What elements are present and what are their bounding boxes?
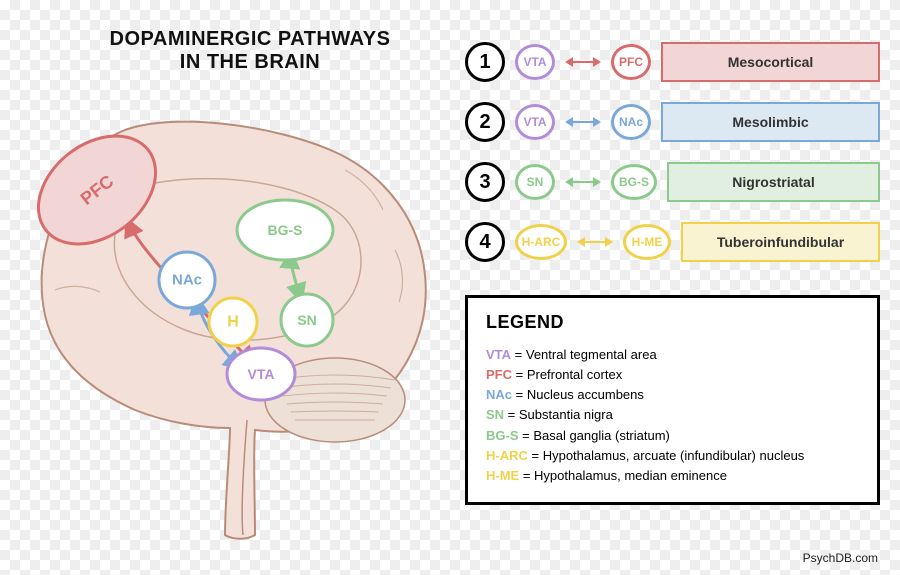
pathway-row: 4 H-ARC H-ME Tuberoinfundibular bbox=[465, 220, 880, 264]
legend-abbr: SN bbox=[486, 407, 504, 422]
legend-row: BG-S = Basal ganglia (striatum) bbox=[486, 426, 859, 446]
pathway-name-label: Nigrostriatal bbox=[667, 162, 880, 202]
legend-abbr: NAc bbox=[486, 387, 512, 402]
brain-svg: PFCBG-SNAcHSNVTA bbox=[15, 70, 445, 550]
legend-full: = Prefrontal cortex bbox=[512, 367, 622, 382]
credit-text: PsychDB.com bbox=[803, 551, 878, 565]
legend-abbr: PFC bbox=[486, 367, 512, 382]
pathway-list: 1 VTA PFC Mesocortical 2 VTA NAc Mesolimbic 3S… bbox=[465, 40, 880, 280]
legend-row: VTA = Ventral tegmental area bbox=[486, 345, 859, 365]
pathway-to-node: NAc bbox=[611, 104, 651, 140]
legend-full: = Basal ganglia (striatum) bbox=[519, 428, 670, 443]
legend-full: = Nucleus accumbens bbox=[512, 387, 644, 402]
bidirectional-arrow-icon bbox=[577, 237, 613, 247]
pathway-number: 4 bbox=[465, 222, 505, 262]
legend-row: NAc = Nucleus accumbens bbox=[486, 385, 859, 405]
pathway-name-label: Mesolimbic bbox=[661, 102, 880, 142]
pathway-number: 1 bbox=[465, 42, 505, 82]
legend-rows: VTA = Ventral tegmental areaPFC = Prefro… bbox=[486, 345, 859, 486]
pathway-from-node: VTA bbox=[515, 104, 555, 140]
pathway-to-node: PFC bbox=[611, 44, 651, 80]
bidirectional-arrow-icon bbox=[565, 177, 601, 187]
legend-row: PFC = Prefrontal cortex bbox=[486, 365, 859, 385]
legend-abbr: BG-S bbox=[486, 428, 519, 443]
pathway-row: 3 SN BG-S Nigrostriatal bbox=[465, 160, 880, 204]
brain-diagram: PFCBG-SNAcHSNVTA bbox=[15, 70, 445, 550]
legend-box: LEGEND VTA = Ventral tegmental areaPFC =… bbox=[465, 295, 880, 505]
legend-row: H-ARC = Hypothalamus, arcuate (infundibu… bbox=[486, 446, 859, 466]
legend-full: = Hypothalamus, arcuate (infundibular) n… bbox=[528, 448, 804, 463]
legend-full: = Substantia nigra bbox=[504, 407, 613, 422]
svg-text:SN: SN bbox=[297, 312, 316, 328]
pathway-from-node: SN bbox=[515, 164, 555, 200]
legend-title: LEGEND bbox=[486, 312, 859, 333]
bidirectional-arrow-icon bbox=[565, 117, 601, 127]
pathway-to-node: H-ME bbox=[623, 224, 671, 260]
svg-text:NAc: NAc bbox=[172, 272, 202, 289]
pathway-row: 1 VTA PFC Mesocortical bbox=[465, 40, 880, 84]
legend-row: SN = Substantia nigra bbox=[486, 405, 859, 425]
pathway-number: 2 bbox=[465, 102, 505, 142]
bidirectional-arrow-icon bbox=[565, 57, 601, 67]
legend-abbr: H-ME bbox=[486, 468, 519, 483]
pathway-to-node: BG-S bbox=[611, 164, 657, 200]
pathway-name-label: Mesocortical bbox=[661, 42, 880, 82]
pathway-name-label: Tuberoinfundibular bbox=[681, 222, 880, 262]
pathway-from-node: H-ARC bbox=[515, 224, 567, 260]
legend-abbr: H-ARC bbox=[486, 448, 528, 463]
legend-abbr: VTA bbox=[486, 347, 511, 362]
pathway-row: 2 VTA NAc Mesolimbic bbox=[465, 100, 880, 144]
legend-row: H-ME = Hypothalamus, median eminence bbox=[486, 466, 859, 486]
diagram-title: DOPAMINERGIC PATHWAYS IN THE BRAIN bbox=[90, 28, 410, 74]
svg-text:H: H bbox=[227, 314, 239, 331]
pathway-number: 3 bbox=[465, 162, 505, 202]
legend-full: = Ventral tegmental area bbox=[511, 347, 657, 362]
pathway-from-node: VTA bbox=[515, 44, 555, 80]
legend-full: = Hypothalamus, median eminence bbox=[519, 468, 727, 483]
title-line1: DOPAMINERGIC PATHWAYS bbox=[110, 28, 391, 50]
svg-text:BG-S: BG-S bbox=[268, 222, 303, 238]
svg-text:VTA: VTA bbox=[248, 366, 275, 382]
